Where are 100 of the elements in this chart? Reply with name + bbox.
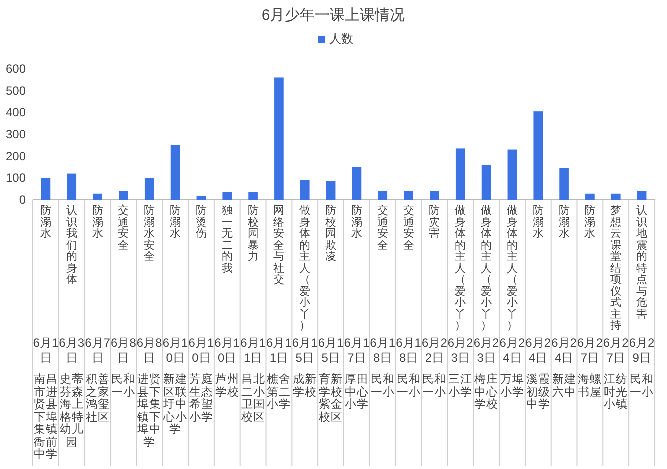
bar [144,178,154,200]
text: 6月24日 [525,336,552,366]
x-tick-label: 交通安全 [117,205,130,252]
bar [637,191,647,200]
text: 民和一小 [422,374,448,399]
text: 6月24日 [551,336,578,366]
category-label: 做身体的主人（爱小丫） [481,205,492,332]
y-tick-label: 100 [6,171,26,186]
text: 进贤县下埠集镇下埠中学 [137,374,162,449]
bar [534,112,544,200]
bar [611,194,621,200]
bar [352,167,362,200]
bar [274,78,284,200]
x-tick-label: 防校园暴力 [246,205,260,264]
y-tick-label: 200 [6,149,26,164]
text: 6月24日 [500,336,526,366]
text: 6月18日 [370,336,396,366]
text: 万埠小学 [500,374,525,399]
x-tick-label: 防溺水 [169,205,182,240]
text: 6月15日 [292,336,318,366]
text: 6月7日 [84,336,111,366]
text: 6月22日 [422,336,448,366]
text: 6月18日 [396,336,422,366]
bar [300,180,310,200]
bar [482,165,492,200]
text: 6月27日 [603,336,630,366]
text: 育新学校紫金校区 [318,374,344,424]
text: 6月11日 [266,336,292,366]
x-tick-label: 交通安全 [376,205,390,252]
text: 江纺时光小镇 [604,374,629,412]
bar [430,191,440,200]
category-label: 做身体的主人（爱小丫） [300,205,311,332]
text: 6月10日 [188,336,214,366]
x-tick-label: 防校园欺凌 [324,205,338,264]
text: 新建六中 [552,374,577,399]
text: 溪霞初级中学 [526,374,551,412]
y-tick-label: 300 [6,128,26,142]
text: 6月23日 [448,336,474,366]
x-tick-label: 网络安全与社交 [272,205,286,286]
x-tick-label: 防溺水 [532,205,545,240]
text: 南昌市进贤县下埠集镇衙前中学 [34,374,58,462]
x-tick-label: 防溺水安全 [143,205,156,264]
x-tick-label: 交通安全 [402,205,416,252]
text: 梅庄中心学校 [474,374,499,412]
text: 6月10日 [162,336,188,366]
x-tick-label: 防溺水 [39,205,52,240]
bar [456,148,466,200]
x-tick-label: 防溺水 [584,205,597,240]
text: 芦州学校 [214,374,240,399]
text: 民和一小 [630,374,654,399]
category-label: 认识地震的特点与危害 [636,205,648,320]
bar [508,150,518,200]
bar [41,178,51,200]
bar [196,196,206,200]
y-tick-label: 0 [19,193,26,207]
bar [586,194,595,200]
text: 6月1日 [33,336,59,366]
text: 6月27日 [577,336,604,366]
x-tick-label: 防烫伤 [194,205,208,240]
x-tick-label: 防溺水 [558,205,571,240]
x-tick-label: 防溺水 [350,205,364,240]
text: 厚田中心小学 [344,374,370,412]
y-tick-label: 500 [6,84,26,98]
bar [378,191,388,200]
text: 樵舍第二小学 [266,374,292,412]
x-tick-label: 防溺水 [91,205,104,240]
bar [560,168,569,200]
y-tick-label: 400 [6,106,26,120]
text: 民和一小 [396,374,422,399]
text: 6月8日 [136,336,163,366]
text: 6月8日 [110,336,137,366]
bar [170,145,180,200]
x-tick-label: 认识我们的身体 [65,205,78,286]
text: 6月10日 [214,336,240,366]
text: 海螺书屋 [578,374,603,399]
text: 6月15日 [318,336,344,366]
bar [222,192,232,200]
text: 6月11日 [240,336,266,366]
text: 民和一小 [370,374,396,399]
x-tick-label: 独一无二的我 [220,205,234,275]
text: 积善之家鸿玺社区 [85,374,110,424]
category-label: 做身体的主人（爱小丫） [506,205,518,332]
bar [119,191,128,200]
bar [67,174,77,200]
bar [248,192,258,200]
bar [93,194,102,200]
bar [326,181,336,200]
text: 6月23日 [474,336,500,366]
bar [404,191,414,200]
text: 昌北二小卫国校区 [240,374,266,424]
chart-title: 6月少年一课上课情况 [262,7,406,24]
text: 6月29日 [629,336,655,366]
text: 芳庭生态希望小学 [189,374,214,424]
text: 6月17日 [344,336,370,366]
text: 6月3日 [58,336,85,366]
category-label: 梦想云课堂结项仪式主持 [610,205,622,332]
text: 史蒂芬森海上格特幼儿园 [59,374,84,449]
text: 新建区联圩中心小学 [163,374,188,436]
text: 三江小学 [448,374,474,399]
category-label: 做身体的主人（爱小丫） [455,205,466,332]
